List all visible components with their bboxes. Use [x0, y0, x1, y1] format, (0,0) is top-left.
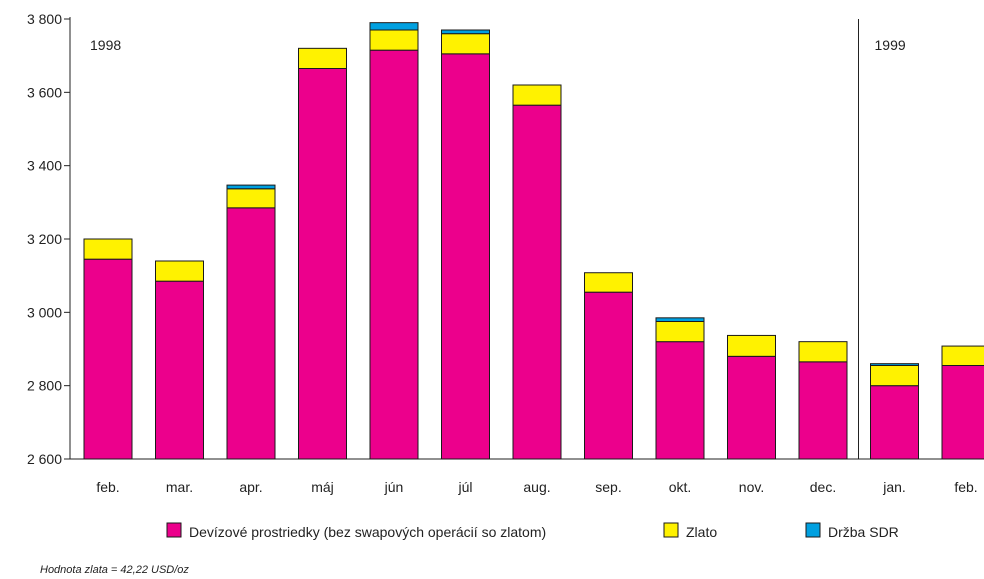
- year-labels: 1998 1999: [90, 19, 906, 459]
- year-label: 1999: [875, 37, 906, 53]
- footnote: Hodnota zlata = 42,22 USD/oz: [40, 564, 189, 576]
- legend-swatch: [166, 522, 182, 538]
- reserve-bar-segment: [155, 280, 204, 460]
- x-tick-label: okt.: [669, 479, 692, 495]
- reserve-bar-segment: [226, 207, 276, 460]
- y-axis: 2 600 2 800 3 000 3 200 3 400 3 600 3 800: [27, 11, 984, 467]
- gold-bar-segment: [798, 341, 848, 363]
- gold-bar-segment: [870, 365, 919, 387]
- sdr-bar-segment: [870, 363, 919, 366]
- x-tick-label: máj: [311, 479, 334, 495]
- x-tick-label: mar.: [166, 479, 193, 495]
- legend: Devízové prostriedky (bez swapových oper…: [166, 522, 899, 540]
- y-tick-label: 3 200: [27, 231, 62, 247]
- reserve-bar-segment: [798, 361, 848, 460]
- reserve-bar-segment: [727, 355, 776, 460]
- gold-bar-segment: [512, 84, 562, 106]
- y-tick-label: 3 400: [27, 158, 62, 174]
- y-tick-label: 2 800: [27, 378, 62, 394]
- reserve-bar-segment: [584, 291, 633, 460]
- reserve-bar-segment: [655, 341, 705, 460]
- legend-label: Devízové prostriedky (bez swapových oper…: [189, 524, 546, 540]
- year-label: 1998: [90, 37, 121, 53]
- reserve-bar-segment: [512, 104, 562, 460]
- sdr-bar-segment: [441, 29, 490, 35]
- x-tick-label: jún: [384, 479, 404, 495]
- legend-label: Držba SDR: [828, 524, 899, 540]
- sdr-bar-segment: [369, 22, 419, 31]
- y-tick-label: 3 000: [27, 304, 62, 320]
- reserve-bar-segment: [870, 385, 919, 460]
- reserve-bar-segment: [441, 53, 490, 460]
- x-tick-label: jan.: [882, 479, 906, 495]
- y-tick-label: 3 600: [27, 84, 62, 100]
- legend-swatch: [663, 522, 679, 538]
- gold-bar-segment: [941, 345, 984, 367]
- sdr-bar-segment: [226, 184, 276, 190]
- gold-bar-segment: [727, 334, 776, 357]
- gold-bar-segment: [441, 33, 490, 55]
- y-tick-label: 3 800: [27, 11, 62, 27]
- reserve-bar-segment: [369, 49, 419, 460]
- x-tick-label: júl: [457, 479, 472, 495]
- x-tick-label: nov.: [739, 479, 764, 495]
- gold-bar-segment: [369, 29, 419, 51]
- gold-bar-segment: [655, 321, 705, 343]
- x-tick-label: sep.: [595, 479, 621, 495]
- gold-bar-segment: [298, 47, 347, 69]
- x-tick-label: feb.: [954, 479, 977, 495]
- sdr-bar-segment: [655, 317, 705, 323]
- x-tick-label: aug.: [523, 479, 550, 495]
- x-tick-label: feb.: [96, 479, 119, 495]
- x-axis-labels: feb. mar. apr. máj jún júl aug. sep. okt. nov. dec…: [96, 479, 977, 495]
- gold-bar-segment: [155, 260, 204, 282]
- bars: [83, 22, 984, 460]
- x-tick-label: dec.: [810, 479, 836, 495]
- x-tick-label: apr.: [239, 479, 262, 495]
- legend-label: Zlato: [686, 524, 717, 540]
- reserve-bar-segment: [298, 68, 347, 460]
- gold-bar-segment: [226, 188, 276, 209]
- gold-bar-segment: [83, 238, 133, 260]
- reserve-bar-segment: [941, 365, 984, 460]
- reserve-bar-segment: [83, 258, 133, 460]
- gold-bar-segment: [584, 272, 633, 293]
- legend-swatch: [805, 522, 821, 538]
- y-tick-label: 2 600: [27, 451, 62, 467]
